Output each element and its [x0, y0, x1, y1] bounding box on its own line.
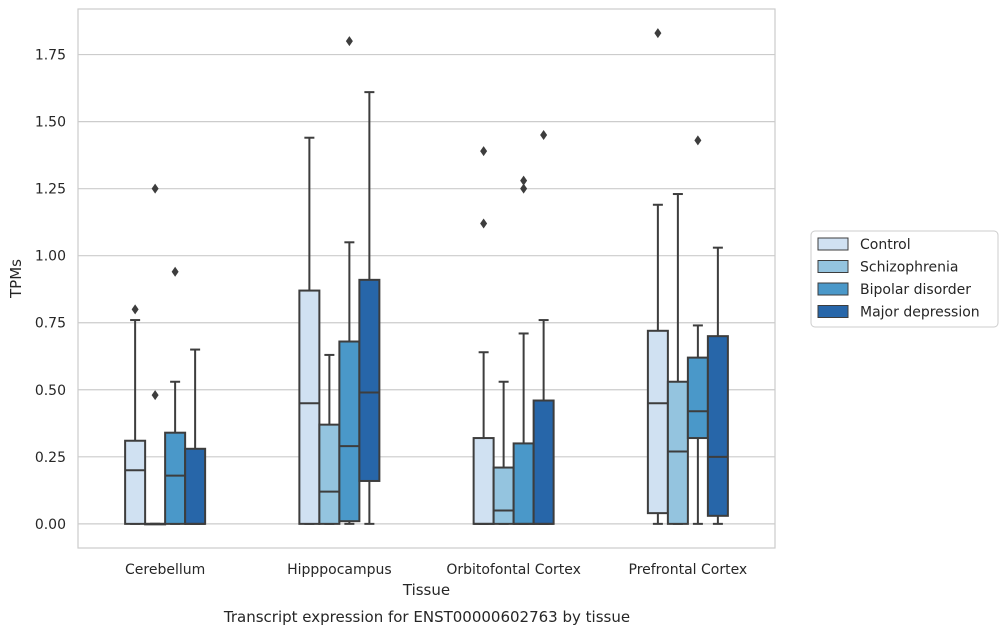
box-body — [164, 431, 187, 525]
box-body — [686, 356, 709, 440]
outlier-point — [480, 146, 488, 157]
y-tick-label: 0.50 — [35, 383, 66, 399]
box — [318, 353, 341, 525]
outlier-point — [520, 175, 528, 186]
box-body — [472, 437, 495, 525]
legend-frame — [810, 230, 999, 328]
box — [144, 183, 167, 526]
box — [512, 175, 535, 525]
outlier-point — [131, 304, 139, 315]
outlier-point — [151, 183, 159, 194]
box-body — [298, 289, 321, 525]
box — [124, 304, 147, 525]
y-tick-label: 0.25 — [35, 450, 66, 466]
box — [358, 91, 381, 525]
legend-label: Control — [860, 237, 911, 253]
box-body — [646, 329, 669, 515]
legend-label: Major depression — [860, 305, 980, 321]
legend-swatch — [817, 237, 849, 251]
x-axis-label: Tissue — [402, 581, 450, 599]
box — [532, 130, 555, 525]
x-tick-label: Orbitofontal Cortex — [446, 562, 581, 578]
outlier-point — [520, 183, 528, 194]
y-tick-label: 0.00 — [35, 517, 66, 533]
y-tick-label: 1.25 — [35, 182, 66, 198]
box-series-group — [124, 28, 729, 526]
y-tick-label: 1.50 — [35, 115, 66, 131]
box-body — [338, 340, 361, 523]
legend-label: Schizophrenia — [860, 260, 958, 276]
legend-swatch — [817, 260, 849, 273]
box-body — [318, 423, 341, 525]
box-body — [512, 442, 535, 525]
outlier-point — [151, 390, 159, 401]
outlier-point — [694, 135, 702, 146]
box — [492, 380, 515, 525]
y-tick-label: 1.00 — [35, 249, 66, 265]
outlier-point — [540, 130, 548, 141]
plot-frame — [77, 8, 776, 549]
y-axis: 0.00 0.25 0.50 0.75 1.00 1.25 1.50 1.75 — [35, 48, 66, 533]
series-schizophrenia — [144, 183, 689, 526]
outlier-point — [654, 28, 662, 39]
outlier-point — [171, 266, 179, 277]
box-body — [184, 447, 207, 525]
box-body — [706, 335, 729, 517]
x-tick-label: Prefrontal Cortex — [629, 562, 748, 578]
box-body — [492, 466, 515, 525]
y-tick-label: 1.75 — [35, 48, 66, 64]
x-tick-label: Hipppocampus — [287, 562, 392, 578]
y-axis-label: TPMs — [7, 259, 25, 299]
box-body — [124, 439, 147, 525]
x-axis: Cerebellum Hipppocampus Orbitofontal Corte… — [125, 562, 747, 578]
x-tick-label: Cerebellum — [125, 562, 205, 578]
series-control — [124, 28, 669, 525]
outlier-point — [345, 36, 353, 47]
box — [184, 348, 207, 525]
box — [646, 28, 669, 525]
box — [706, 246, 729, 525]
series-bipolar-disorder — [164, 36, 709, 525]
figure-caption: Transcript expression for ENST0000060276… — [223, 608, 630, 626]
box-body — [358, 278, 381, 482]
box-body — [666, 380, 689, 525]
y-tick-label: 0.75 — [35, 316, 66, 332]
legend-swatch — [817, 282, 849, 296]
legend: Control Schizophrenia Bipolar disorder Majo… — [810, 230, 999, 328]
box-body — [532, 399, 555, 525]
outlier-point — [480, 218, 488, 229]
box — [298, 136, 321, 525]
legend-label: Bipolar disorder — [860, 282, 971, 298]
box — [666, 193, 689, 525]
legend-swatch — [817, 305, 849, 318]
series-major-depression — [184, 91, 729, 525]
